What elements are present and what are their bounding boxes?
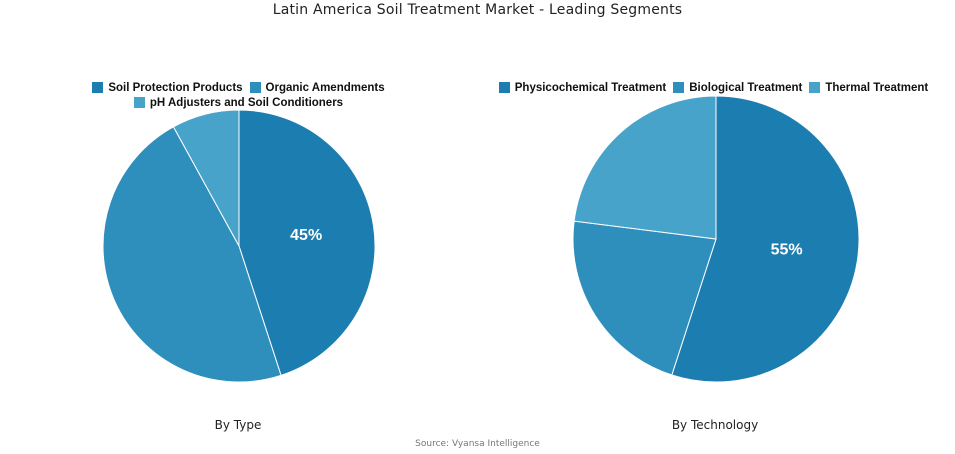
pie-slice-3 bbox=[172, 109, 240, 247]
legend-swatch bbox=[809, 82, 821, 93]
legend-swatch bbox=[673, 82, 685, 93]
legend-swatch bbox=[498, 82, 510, 93]
legend-label: Biological Treatment bbox=[689, 81, 803, 94]
legend-label: pH Adjusters and Soil Conditioners bbox=[149, 96, 344, 109]
pie-slice-2 bbox=[572, 220, 717, 376]
chart-title: Latin America Soil Treatment Market - Le… bbox=[272, 2, 683, 18]
pie-by-technology: 55% bbox=[572, 95, 860, 383]
legend-swatch bbox=[92, 82, 104, 93]
pie-slice-1 bbox=[671, 95, 860, 383]
legend-item-organic-amendments: Organic Amendments bbox=[249, 81, 385, 94]
legend-label: Organic Amendments bbox=[265, 81, 385, 94]
pie-slice-1 bbox=[238, 109, 376, 376]
legend-label: Soil Protection Products bbox=[108, 81, 243, 94]
pie-by-type: 45% bbox=[102, 109, 376, 383]
legend-swatch bbox=[133, 97, 145, 108]
legend-swatch bbox=[249, 82, 261, 93]
legend-item-thermal: Thermal Treatment bbox=[809, 82, 928, 94]
legend-item-ph-adjusters: pH Adjusters and Soil Conditioners bbox=[133, 96, 344, 109]
legend-label: Thermal Treatment bbox=[825, 81, 929, 94]
pie-slice-3 bbox=[573, 95, 717, 240]
legend-item-soil-protection: Soil Protection Products bbox=[92, 81, 243, 94]
source-note: Source: Vyansa Intelligence bbox=[415, 439, 540, 449]
pie-slice-2 bbox=[102, 126, 282, 383]
pie-data-label: 55% bbox=[771, 242, 803, 259]
pie-data-label: 45% bbox=[290, 227, 322, 244]
subtitle-by-type: By Type bbox=[214, 418, 262, 432]
legend-item-physicochemical: Physicochemical Treatment bbox=[498, 81, 667, 94]
legend-type: Soil Protection Products Organic Amendme… bbox=[40, 80, 440, 110]
legend-item-biological: Biological Treatment bbox=[673, 82, 802, 94]
subtitle-by-technology: By Technology bbox=[671, 418, 759, 432]
legend-technology: Physicochemical Treatment Biological Tre… bbox=[490, 80, 940, 95]
legend-label: Physicochemical Treatment bbox=[514, 81, 667, 94]
